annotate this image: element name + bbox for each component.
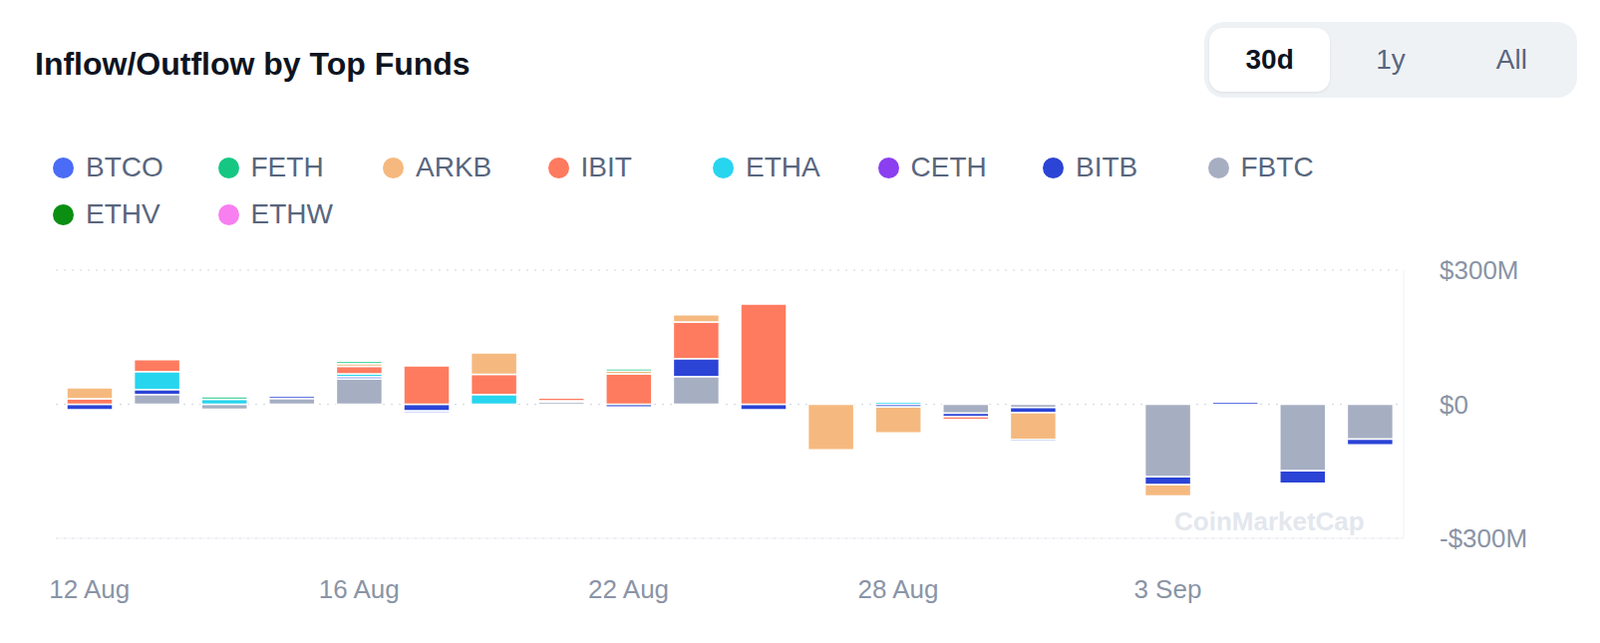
svg-text:$300M: $300M [1439, 255, 1520, 286]
html-text:Inflow/Outflow by Top Funds: Inflow/Outflow by Top Funds [34, 45, 471, 82]
html-text:BITB: BITB [1075, 151, 1138, 183]
svg-text:16 Aug: 16 Aug [319, 574, 400, 605]
svg-text:12 Aug: 12 Aug [48, 574, 130, 605]
html-text:ETHV: ETHV [85, 198, 161, 230]
html-text:FBTC: FBTC [1240, 151, 1314, 183]
svg-text:-$300M: -$300M [1439, 523, 1528, 554]
html-text:ARKB: ARKB [415, 151, 492, 183]
html-text:All: All [1496, 43, 1528, 75]
svg-text:3 Sep: 3 Sep [1133, 574, 1202, 605]
svg-text:22 Aug: 22 Aug [588, 574, 669, 605]
html-text:ETHA: ETHA [745, 151, 821, 183]
html-text:30d: 30d [1245, 43, 1294, 75]
html-text:ETHW: ETHW [250, 198, 333, 230]
html-text:CoinMarketCap: CoinMarketCap [1174, 506, 1365, 537]
svg-text:$0: $0 [1439, 389, 1469, 420]
html-text:IBIT: IBIT [580, 151, 632, 183]
html-text:FETH: FETH [250, 151, 324, 183]
html-text:1y: 1y [1375, 43, 1406, 75]
html-text:BTCO: BTCO [85, 151, 164, 183]
svg-text:28 Aug: 28 Aug [858, 574, 940, 605]
html-text:CETH: CETH [910, 151, 987, 183]
